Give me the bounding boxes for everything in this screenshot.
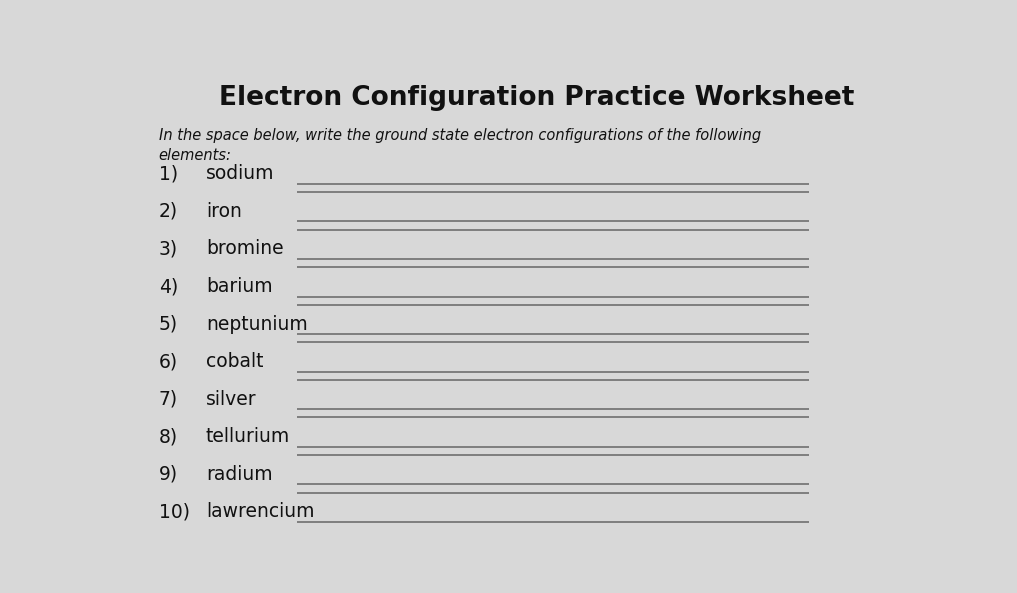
Text: 9): 9) (159, 465, 178, 484)
Text: cobalt: cobalt (205, 352, 263, 371)
Text: 1): 1) (159, 164, 178, 183)
Text: Electron Configuration Practice Worksheet: Electron Configuration Practice Workshee… (220, 85, 854, 111)
Text: 4): 4) (159, 277, 178, 296)
Text: sodium: sodium (205, 164, 275, 183)
Text: silver: silver (205, 390, 256, 409)
Text: neptunium: neptunium (205, 314, 308, 334)
Text: lawrencium: lawrencium (205, 502, 314, 521)
Text: tellurium: tellurium (205, 427, 290, 446)
Text: bromine: bromine (205, 240, 284, 259)
Text: barium: barium (205, 277, 273, 296)
Text: 2): 2) (159, 202, 178, 221)
Text: 10): 10) (159, 502, 189, 521)
Text: In the space below, write the ground state electron configurations of the follow: In the space below, write the ground sta… (159, 128, 761, 163)
Text: 7): 7) (159, 390, 178, 409)
Text: 5): 5) (159, 314, 178, 334)
Text: iron: iron (205, 202, 242, 221)
Text: 6): 6) (159, 352, 178, 371)
Text: 3): 3) (159, 240, 178, 259)
Text: radium: radium (205, 465, 273, 484)
Text: 8): 8) (159, 427, 178, 446)
